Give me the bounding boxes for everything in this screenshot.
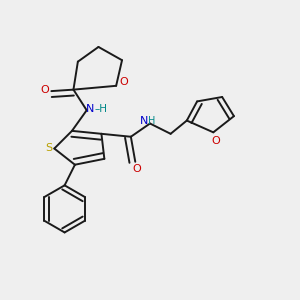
- Text: O: O: [119, 77, 128, 87]
- Text: N: N: [140, 116, 148, 126]
- Text: O: O: [211, 136, 220, 146]
- Text: –H: –H: [94, 104, 107, 114]
- Text: O: O: [132, 164, 141, 174]
- Text: O: O: [40, 85, 49, 95]
- Text: H: H: [148, 116, 155, 126]
- Text: N: N: [86, 104, 95, 114]
- Text: S: S: [45, 143, 52, 153]
